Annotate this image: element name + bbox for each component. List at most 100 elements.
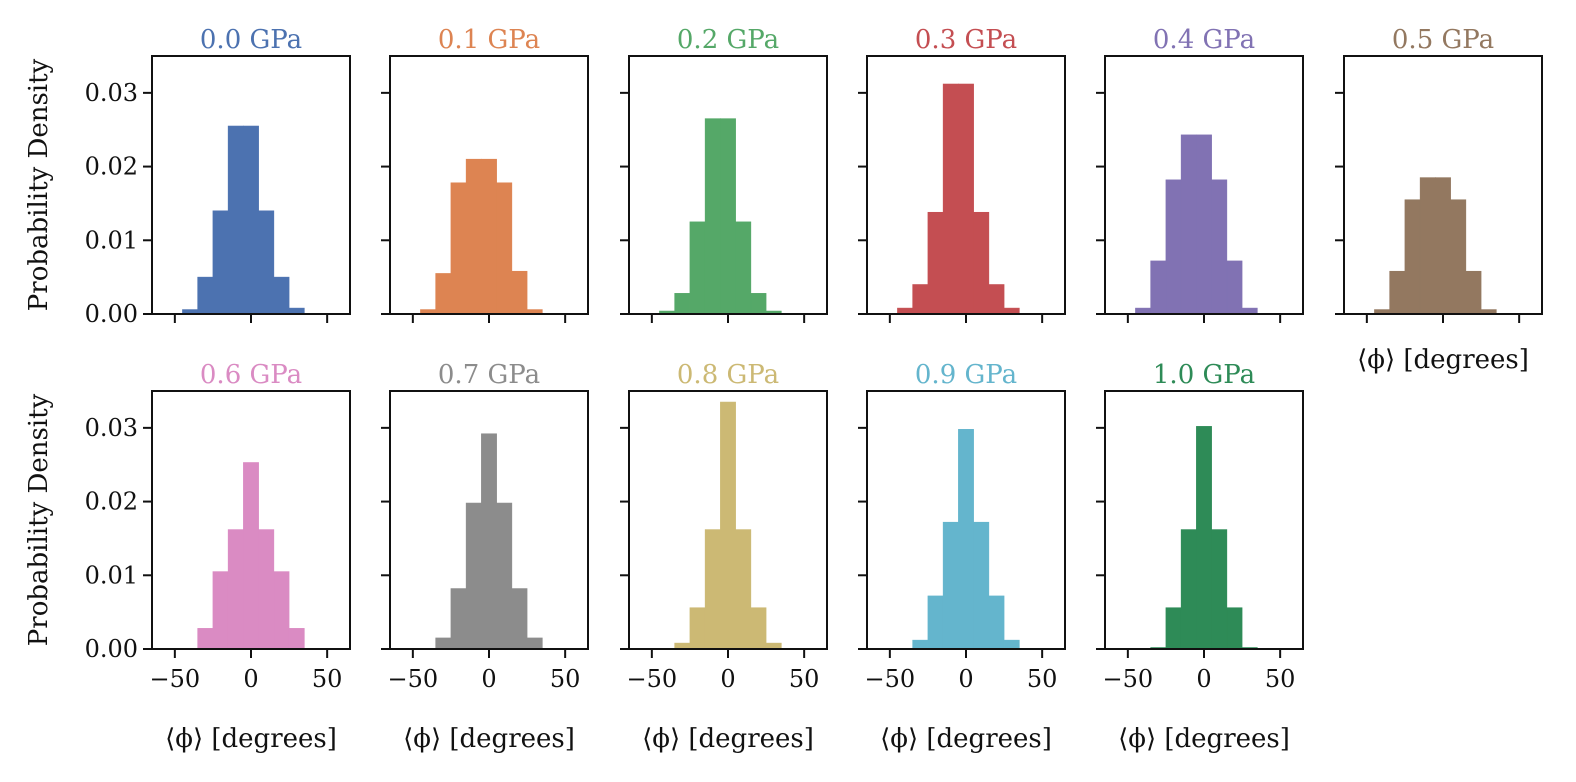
histogram-bar <box>1450 199 1467 315</box>
histogram-bar <box>689 607 706 650</box>
x-tick-label: −50 <box>1103 665 1154 693</box>
histogram-bar <box>1226 607 1243 650</box>
histogram-bar <box>1165 179 1182 315</box>
histogram-bar <box>496 182 513 315</box>
panel-1: 0.1 GPa <box>381 25 589 323</box>
histogram-bar <box>942 521 959 650</box>
histogram-bar <box>1150 260 1167 315</box>
histogram-bar <box>1196 426 1212 650</box>
x-tick-label: −50 <box>627 665 678 693</box>
histogram-bar <box>704 529 721 650</box>
panel-8: −50 0 50 0.8 GPa ⟨ϕ⟩ [degrees] <box>620 360 828 754</box>
histogram-bar <box>735 221 752 315</box>
x-tick-label: 50 <box>550 665 581 693</box>
x-tick-label: −50 <box>865 665 916 693</box>
histogram-bar <box>1196 134 1212 315</box>
histogram-bar <box>958 83 974 315</box>
panel-title: 1.0 GPa <box>1153 360 1255 390</box>
histogram-bar <box>735 529 752 650</box>
histogram-bar <box>988 284 1005 315</box>
panel-7: −50 0 50 0.7 GPa ⟨ϕ⟩ [degrees] <box>381 360 589 754</box>
x-tick-label: 0 <box>1196 665 1211 693</box>
histogram-bar <box>1180 529 1197 650</box>
histogram-bar <box>912 284 929 315</box>
y-tick-label: 0.03 <box>85 79 138 107</box>
histogram-bar <box>227 529 244 650</box>
y-tick-label: 0.02 <box>85 153 138 181</box>
panel-title: 0.7 GPa <box>438 360 540 390</box>
histogram-bar <box>1165 607 1182 650</box>
panel-title: 0.5 GPa <box>1392 25 1494 55</box>
x-tick-label: 50 <box>1265 665 1296 693</box>
histogram-bar <box>689 221 706 315</box>
x-axis-label: ⟨ϕ⟩ [degrees] <box>403 724 575 754</box>
histogram-bar <box>1404 199 1421 315</box>
x-tick-label: −50 <box>388 665 439 693</box>
histogram-bar <box>958 429 974 650</box>
histogram-bar <box>481 433 497 650</box>
panel-title: 0.0 GPa <box>200 25 302 55</box>
y-axis-label: Probability Density <box>24 58 54 311</box>
histogram-bar <box>450 182 467 315</box>
histogram-bar <box>912 639 929 650</box>
panel-title: 0.1 GPa <box>438 25 540 55</box>
histogram-bar <box>450 588 467 650</box>
x-tick-label: 0 <box>720 665 735 693</box>
panel-2: 0.2 GPa <box>620 25 828 323</box>
histogram-bar <box>197 628 214 650</box>
panel-6: −50 0 50 0.00 0.01 0.02 0.03 0.6 GPa ⟨ϕ⟩ [degree… <box>24 360 351 754</box>
panel-title: 0.6 GPa <box>200 360 302 390</box>
x-tick-label: 50 <box>1027 665 1058 693</box>
panel-5: 0.5 GPa ⟨ϕ⟩ [degrees] <box>1335 25 1543 375</box>
x-axis-label: ⟨ϕ⟩ [degrees] <box>165 724 337 754</box>
panel-10: −50 0 50 1.0 GPa ⟨ϕ⟩ [degrees] <box>1096 360 1304 754</box>
histogram-bar <box>212 571 229 650</box>
histogram-bar <box>1465 270 1482 315</box>
histogram-bar <box>496 502 513 650</box>
histogram-bar <box>212 210 229 315</box>
y-axis-label: Probability Density <box>24 393 54 646</box>
y-tick-label: 0.03 <box>85 414 138 442</box>
y-tick-label: 0.02 <box>85 488 138 516</box>
x-tick-label: 0 <box>243 665 258 693</box>
histogram-bar <box>973 521 990 650</box>
x-tick-label: 50 <box>312 665 343 693</box>
histogram-bar <box>273 571 290 650</box>
histogram-bar <box>511 270 528 315</box>
histogram-bar <box>973 211 990 315</box>
histogram-bar <box>435 637 452 650</box>
x-tick-label: 0 <box>481 665 496 693</box>
x-axis-label: ⟨ϕ⟩ [degrees] <box>642 724 814 754</box>
histogram-bar <box>750 607 767 650</box>
panel-3: 0.3 GPa <box>858 25 1066 323</box>
histogram-bar <box>197 276 214 315</box>
histogram-bar <box>1435 177 1451 315</box>
panel-4: 0.4 GPa <box>1096 25 1304 323</box>
histogram-bar <box>1419 177 1436 315</box>
histogram-bar <box>258 529 275 650</box>
panel-title: 0.2 GPa <box>677 25 779 55</box>
x-tick-label: 0 <box>958 665 973 693</box>
histogram-bar <box>988 595 1005 650</box>
panel-title: 0.8 GPa <box>677 360 779 390</box>
histogram-bar <box>288 628 305 650</box>
y-tick-label: 0.01 <box>85 226 138 254</box>
histogram-bar <box>273 276 290 315</box>
histogram-bar <box>526 637 543 650</box>
histogram-bar <box>258 210 275 315</box>
y-tick-label: 0.00 <box>85 300 138 328</box>
y-tick-label: 0.01 <box>85 561 138 589</box>
histogram-bar <box>1211 179 1228 315</box>
x-axis-label: ⟨ϕ⟩ [degrees] <box>1118 724 1290 754</box>
panel-title: 0.3 GPa <box>915 25 1017 55</box>
histogram-bar <box>243 462 259 650</box>
histogram-bar <box>465 502 482 650</box>
histogram-bar <box>1226 260 1243 315</box>
histogram-bar <box>720 118 736 315</box>
histogram-bar <box>720 401 736 650</box>
histogram-bar <box>674 293 691 315</box>
histogram-bar <box>927 595 944 650</box>
histogram-bar <box>750 293 767 315</box>
histogram-bar <box>1003 639 1020 650</box>
